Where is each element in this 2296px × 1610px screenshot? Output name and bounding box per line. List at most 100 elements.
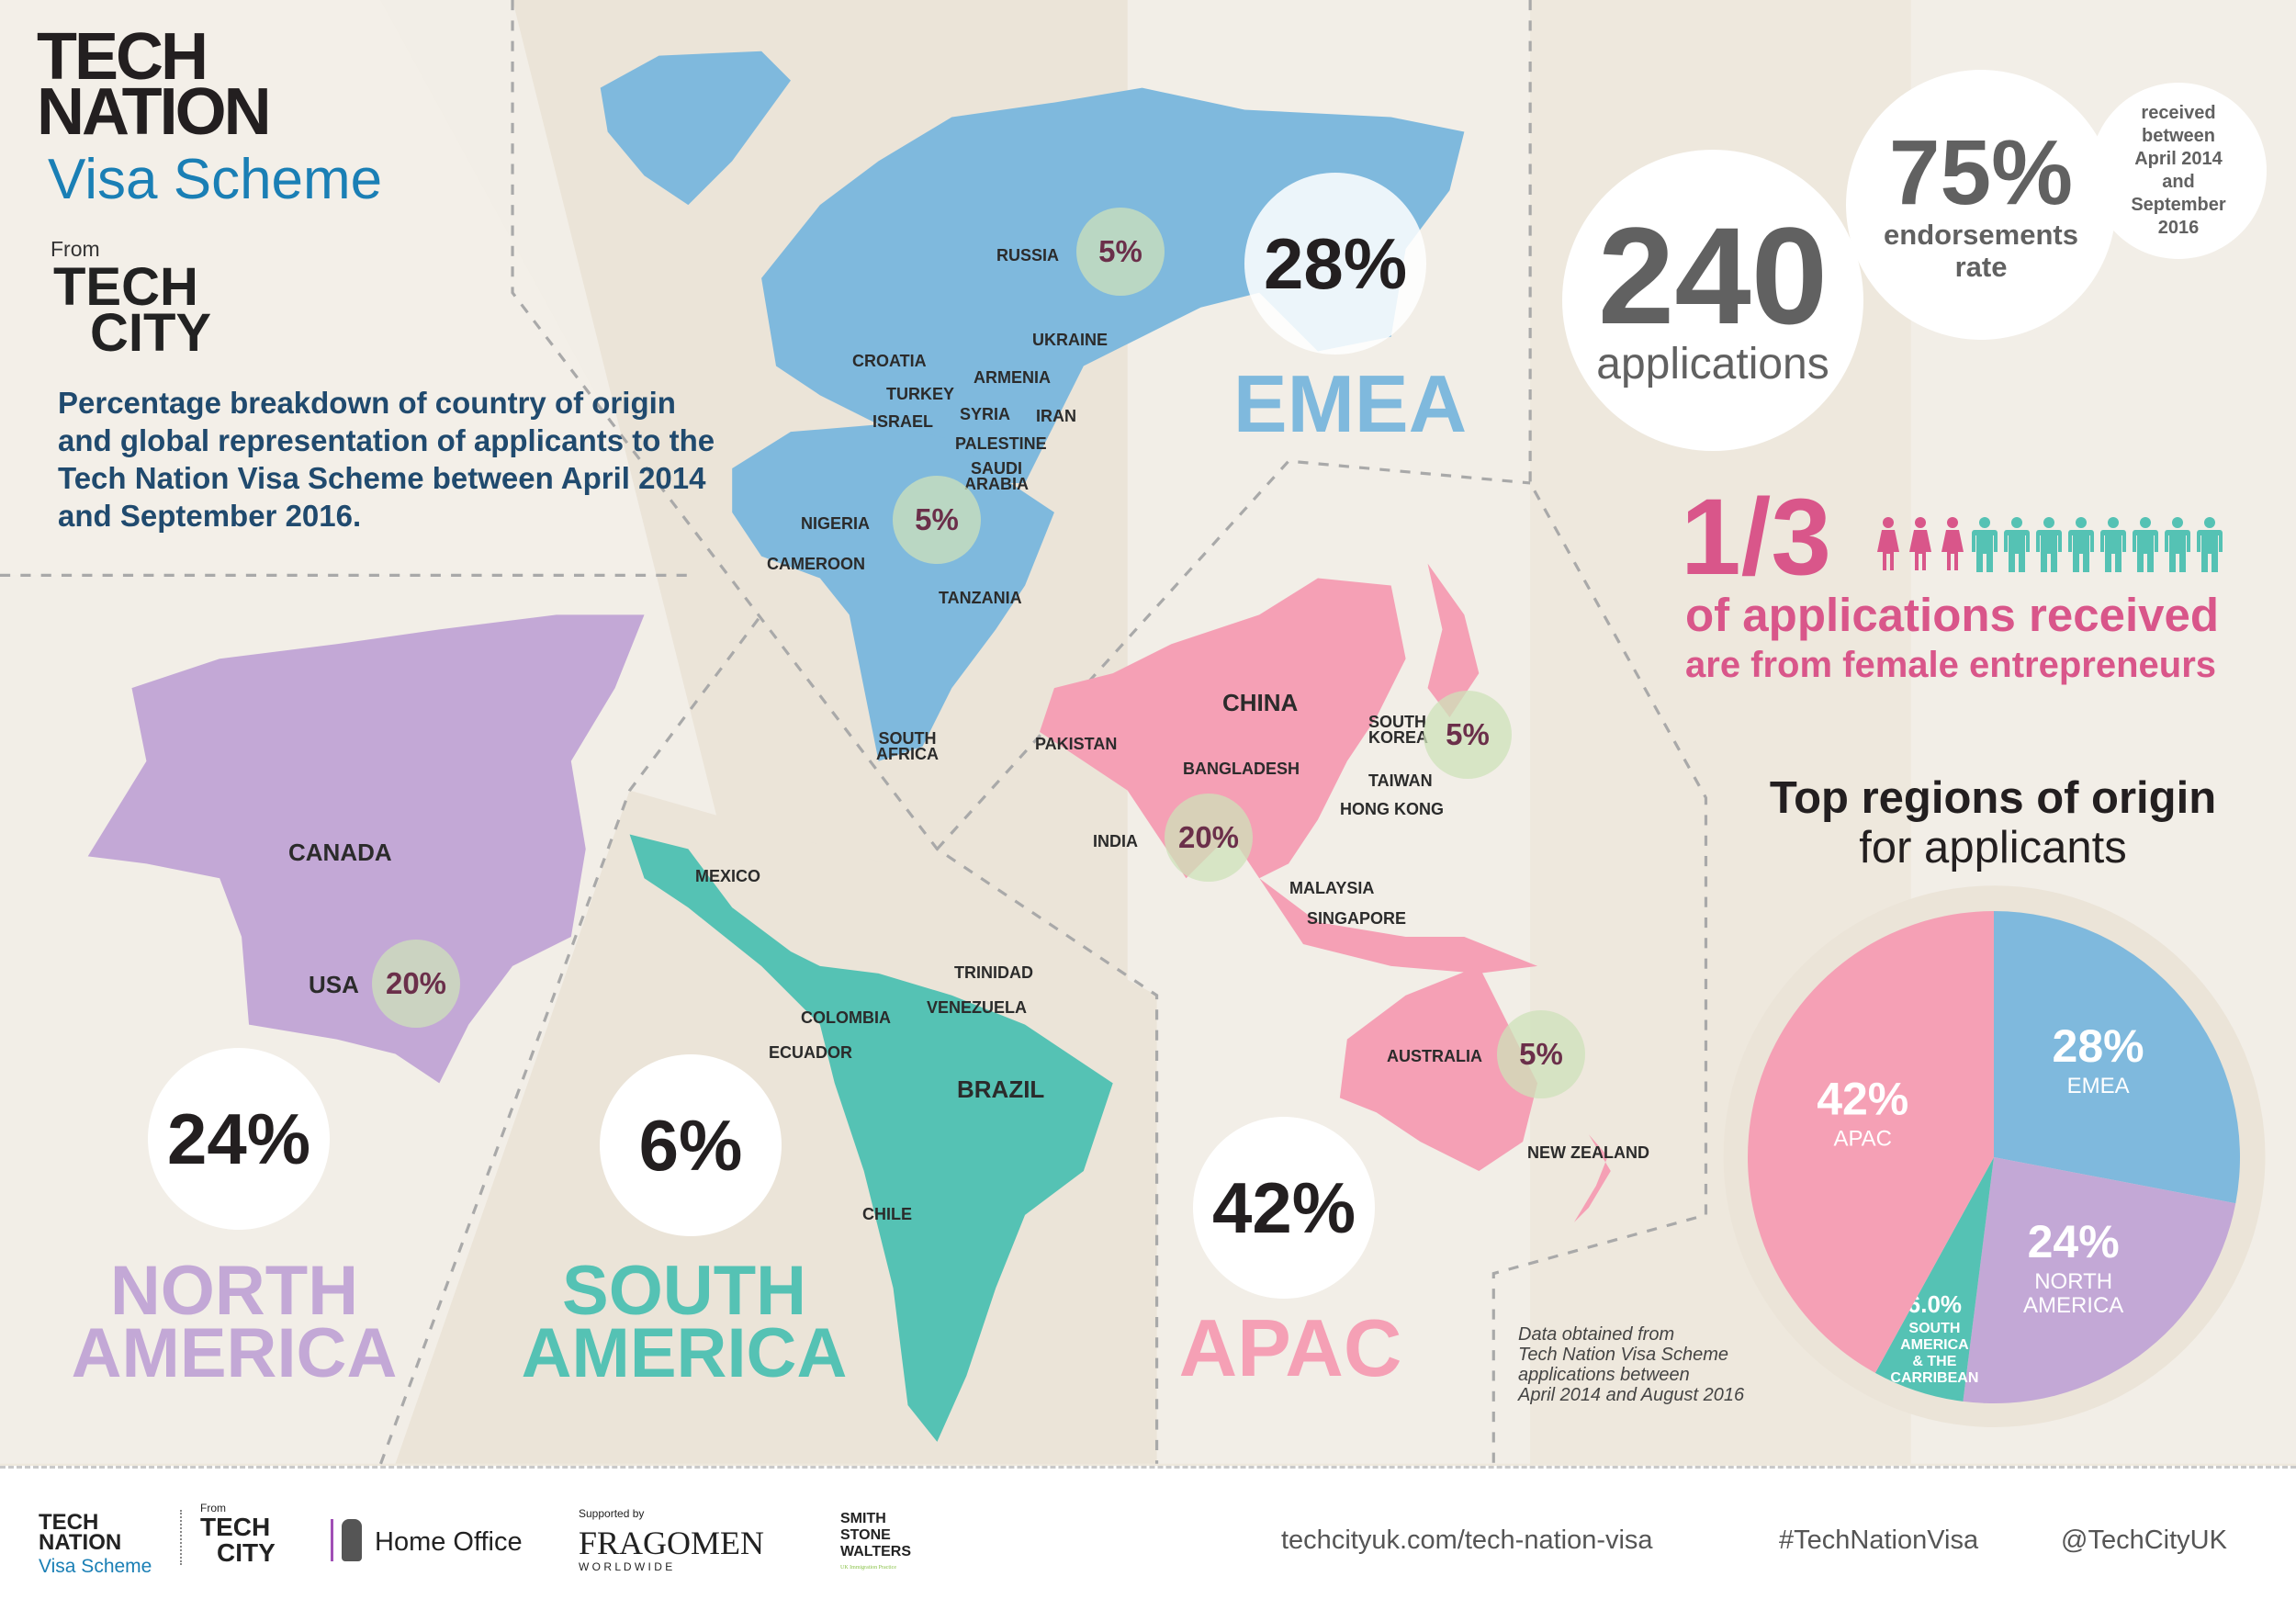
home-office-logo: Home Office [375, 1527, 523, 1557]
north-america-label: NORTH AMERICA [71, 1252, 398, 1393]
country-pct-bubble: 20% [1165, 794, 1253, 882]
map-label: SOUTH AFRICA [876, 729, 939, 763]
endorsement-circle: 75% endorsements rate [1846, 70, 2116, 340]
country-pct-bubble: 20% [372, 940, 460, 1028]
apac-pct-circle: 42% [1193, 1117, 1375, 1299]
map-label: INDIA [1093, 832, 1138, 850]
period-line: September [2131, 195, 2226, 215]
pie-slice [1747, 911, 1994, 1373]
map-label: BRAZIL [957, 1075, 1045, 1103]
north-america-pct-circle: 24% [148, 1048, 330, 1230]
country-pct-bubble: 5% [1497, 1010, 1585, 1098]
map-label: COLOMBIA [801, 1008, 891, 1027]
twitter-handle-link[interactable]: @TechCityUK [2061, 1526, 2227, 1555]
pie-slice-name: CARRIBEAN [1890, 1370, 1978, 1386]
map-label: TAIWAN [1368, 771, 1433, 790]
female-fraction: 1/3 [1681, 477, 1832, 598]
applications-value: 240 [1597, 198, 1829, 353]
footer-tech-nation-logo: TECH NATION Visa Scheme [39, 1510, 152, 1578]
male-person-icon [2133, 517, 2158, 572]
tech-city-logo: TECH CITY [53, 257, 212, 363]
pie-slice-name: AMERICA [2023, 1293, 2123, 1318]
pie-chart: 28%EMEA24%NORTHAMERICA6.0%SOUTHAMERICA& … [1747, 911, 2240, 1403]
period-line: between [2141, 126, 2216, 146]
pie-slice [1963, 1157, 2236, 1403]
map-label: PAKISTAN [1035, 735, 1118, 753]
emea-label: EMEA [1232, 358, 1468, 449]
period-line: and [2162, 172, 2195, 192]
country-pct-bubble: 5% [1424, 691, 1512, 779]
applications-label: applications [1596, 340, 1829, 388]
website-link[interactable]: techcityuk.com/tech-nation-visa [1281, 1526, 1653, 1555]
male-person-icon [2004, 517, 2030, 572]
map-label: RUSSIA [996, 246, 1060, 265]
map-label: SOUTH KOREA [1368, 713, 1429, 747]
apac-map [1040, 563, 1611, 1222]
pie-slice-name: APAC [1833, 1126, 1892, 1151]
note-line: Data obtained from [1518, 1324, 1675, 1345]
female-person-icon [1909, 517, 1931, 570]
map-label: PALESTINE [955, 434, 1047, 453]
hashtag-link[interactable]: #TechNationVisa [1779, 1526, 1979, 1555]
male-person-icon [2165, 517, 2190, 572]
pie-title: Top regions of origin for applicants [1769, 773, 2217, 873]
map-label: TURKEY [886, 385, 955, 403]
map-label: CAMEROON [767, 555, 865, 573]
data-note: Data obtained from Tech Nation Visa Schem… [1518, 1324, 1744, 1405]
pie-slice-label: 24% [2028, 1216, 2120, 1267]
female-person-icon [1941, 517, 1964, 570]
pie-slice-name: EMEA [2067, 1074, 2130, 1098]
description: Percentage breakdown of country of origi… [58, 386, 715, 533]
map-label: ARMENIA [974, 368, 1051, 387]
crest-icon [342, 1519, 362, 1561]
map-label: ISRAEL [872, 412, 934, 431]
south-america-pct-circle: 6% [600, 1054, 782, 1236]
map-label: HONG KONG [1340, 800, 1445, 818]
map-label: BANGLADESH [1183, 760, 1300, 778]
map-label: TRINIDAD [954, 963, 1033, 982]
map-label: AUSTRALIA [1387, 1047, 1482, 1065]
note-line: Tech Nation Visa Scheme [1518, 1345, 1729, 1365]
period-line: 2016 [2157, 218, 2200, 238]
from-label: From [51, 237, 100, 261]
pie-slice-label: 42% [1817, 1073, 1908, 1124]
tech-nation-logo: TECH NATION [37, 20, 272, 149]
male-person-icon [2036, 517, 2062, 572]
pie-slice-name: NORTH [2034, 1269, 2112, 1294]
country-pct-bubble: 5% [1076, 208, 1165, 296]
applications-circle: 240 applications [1562, 150, 1863, 451]
map-label: TANZANIA [939, 589, 1022, 607]
map-label: CANADA [288, 839, 392, 866]
female-line1: of applications received [1685, 589, 2220, 641]
map-label: USA [309, 971, 359, 998]
map-label: SINGAPORE [1307, 909, 1407, 928]
country-pct-bubble: 5% [893, 476, 981, 564]
visa-scheme-title: Visa Scheme [48, 148, 383, 211]
map-label: CROATIA [852, 352, 927, 370]
map-label: CHINA [1222, 689, 1299, 716]
pie-slice-label: 28% [2053, 1020, 2144, 1072]
period-line: received [2141, 103, 2216, 123]
map-label: NIGERIA [801, 514, 871, 533]
north-america-map [87, 614, 645, 1084]
map-label: VENEZUELA [927, 998, 1028, 1017]
period-circle: received between April 2014 and September 201… [2090, 83, 2267, 259]
map-label: CHILE [862, 1205, 912, 1223]
footer-tech-city-logo: From TECH CITY [200, 1502, 276, 1567]
map-label: UKRAINE [1032, 331, 1109, 349]
south-america-label: SOUTH AMERICA [521, 1252, 848, 1393]
map-label: SAUDI ARABIA [964, 459, 1029, 493]
map-label: ECUADOR [769, 1043, 853, 1062]
fragomen-logo: Supported by FRAGOMEN W O R L D W I D E [579, 1507, 765, 1573]
pie-slice [1874, 1157, 1994, 1402]
note-line: April 2014 and August 2016 [1518, 1385, 1745, 1405]
female-person-icon [1877, 517, 1899, 570]
people-icons [1874, 510, 2224, 581]
emea-pct-circle: 28% [1244, 173, 1426, 355]
map-label: IRAN [1036, 407, 1076, 425]
period-line: April 2014 [2134, 149, 2223, 169]
male-person-icon [2197, 517, 2223, 572]
map-label: MEXICO [695, 867, 761, 885]
male-person-icon [2068, 517, 2094, 572]
male-person-icon [2100, 517, 2126, 572]
